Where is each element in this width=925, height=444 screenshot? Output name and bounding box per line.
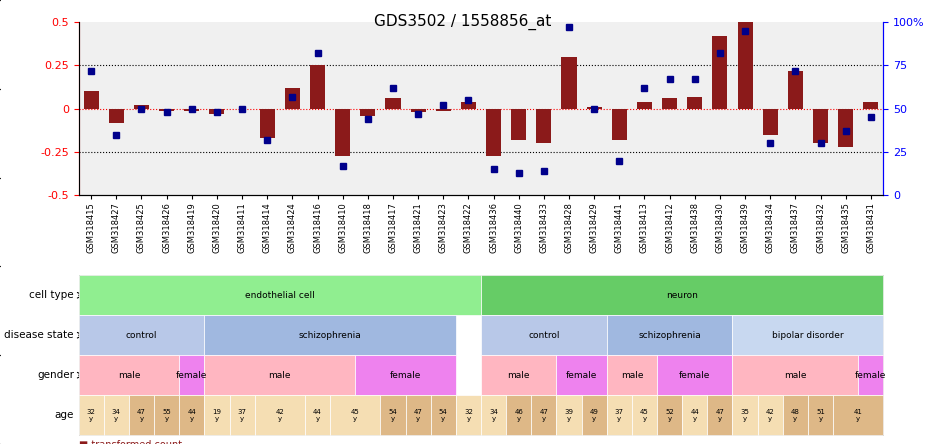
Text: endothelial cell: endothelial cell [245,291,314,300]
Text: 54
y: 54 y [438,408,448,422]
Text: 37
y: 37 y [238,408,247,422]
Text: male: male [117,371,141,380]
Text: male: male [508,371,530,380]
Bar [436,109,450,111]
Text: female: female [679,371,710,380]
Text: control: control [126,331,157,340]
Text: schizophrenia: schizophrenia [299,331,362,340]
Bar [461,102,476,109]
Text: 47
y: 47 y [715,408,724,422]
Text: 42
y: 42 y [766,408,774,422]
Text: 55
y: 55 y [162,408,171,422]
Text: 44
y: 44 y [314,408,322,422]
Bar [662,99,677,109]
Bar [687,97,702,109]
Bar [838,109,853,147]
Bar [411,109,426,112]
Bar [512,109,526,140]
Bar [260,109,275,138]
Text: 47
y: 47 y [413,408,423,422]
Text: male: male [268,371,291,380]
Text: 45
y: 45 y [351,408,360,422]
Text: 44
y: 44 y [188,408,196,422]
Text: 34
y: 34 y [112,408,121,422]
Bar [360,109,376,116]
Bar [813,109,828,143]
Text: 46
y: 46 y [514,408,524,422]
Bar [310,66,325,109]
Bar [184,109,200,111]
Text: age: age [55,410,74,420]
Bar [285,88,300,109]
Bar [561,57,576,109]
Text: female: female [176,371,207,380]
Text: 49
y: 49 y [590,408,598,422]
Bar [762,109,778,135]
Text: 51
y: 51 y [816,408,825,422]
Text: GDS3502 / 1558856_at: GDS3502 / 1558856_at [374,13,551,29]
Text: 19
y: 19 y [213,408,221,422]
Bar [83,91,99,109]
Bar [637,102,652,109]
Text: 34
y: 34 y [489,408,498,422]
Bar [335,109,351,155]
Text: female: female [389,371,421,380]
Bar [586,107,601,109]
Text: 45
y: 45 y [640,408,648,422]
Bar [386,99,401,109]
Bar [209,109,225,114]
Bar [536,109,551,143]
Text: neuron: neuron [666,291,698,300]
Text: 37
y: 37 y [615,408,623,422]
Text: 35
y: 35 y [741,408,749,422]
Text: male: male [621,371,643,380]
Text: 44
y: 44 y [690,408,699,422]
Text: 54
y: 54 y [388,408,398,422]
Text: 48
y: 48 y [791,408,800,422]
Text: female: female [855,371,886,380]
Text: schizophrenia: schizophrenia [638,331,701,340]
Text: 39
y: 39 y [564,408,574,422]
Text: gender: gender [37,370,74,380]
Bar [486,109,501,155]
Text: 42
y: 42 y [276,408,284,422]
Text: 32
y: 32 y [87,408,95,422]
Bar [159,109,174,111]
Text: 32
y: 32 y [464,408,473,422]
Bar [611,109,627,140]
Text: male: male [784,371,807,380]
Text: bipolar disorder: bipolar disorder [772,331,844,340]
Bar [712,36,727,109]
Bar [737,0,753,109]
Text: 47
y: 47 y [137,408,146,422]
Bar [109,109,124,123]
Bar [863,102,879,109]
Text: 47
y: 47 y [539,408,549,422]
Bar [788,71,803,109]
Bar [134,105,149,109]
Text: 41
y: 41 y [854,408,863,422]
Text: female: female [566,371,598,380]
Text: disease state: disease state [5,330,74,340]
Text: 52
y: 52 y [665,408,674,422]
Text: cell type: cell type [30,290,74,300]
Text: control: control [528,331,560,340]
Text: ■ transformed count: ■ transformed count [79,440,181,444]
